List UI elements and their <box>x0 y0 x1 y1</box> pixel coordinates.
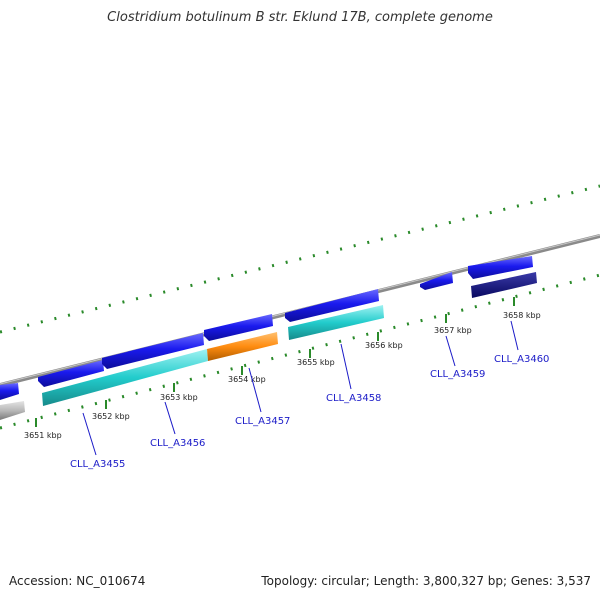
tick-label: 3655 kbp <box>297 358 335 367</box>
gene-label-cll-a3460[interactable]: CLL_A3460 <box>494 354 549 365</box>
gene-label-leaders <box>82 320 519 456</box>
cds-bar-cll-a3458[interactable] <box>288 305 384 340</box>
gene-arrow-cll-a3458[interactable] <box>285 289 379 322</box>
cds-bar-cll-a3457[interactable] <box>207 332 278 361</box>
gene-label-cll-a3458[interactable]: CLL_A3458 <box>326 393 381 404</box>
gene-label-cll-a3459[interactable]: CLL_A3459 <box>430 369 485 380</box>
map-title: Clostridium botulinum B str. Eklund 17B,… <box>107 10 493 25</box>
gene-arrow-cll-a3455[interactable] <box>38 360 104 387</box>
tick-label: 3654 kbp <box>228 375 266 384</box>
cds-bar-grey[interactable] <box>0 401 25 420</box>
tick-label: 3653 kbp <box>160 393 198 402</box>
tick-label: 3652 kbp <box>92 412 130 421</box>
cds-bar-cll-a3455[interactable] <box>42 349 208 406</box>
cds-bar-cll-a3460[interactable] <box>471 272 537 298</box>
gene-arrow-cll-a3460[interactable] <box>468 256 533 279</box>
gene-label-cll-a3457[interactable]: CLL_A3457 <box>235 416 290 427</box>
gene-label-cll-a3456[interactable]: CLL_A3456 <box>150 438 205 449</box>
accession-text: Accession: NC_010674 <box>9 574 146 588</box>
gene-arrow[interactable] <box>0 383 19 400</box>
gene-arrow-cll-a3459[interactable] <box>420 272 453 290</box>
tick-label: 3658 kbp <box>503 311 541 320</box>
tick-label: 3651 kbp <box>24 431 62 440</box>
tick-label: 3656 kbp <box>365 341 403 350</box>
lower-tick-track <box>0 273 600 430</box>
genome-summary-text: Topology: circular; Length: 3,800,327 bp… <box>261 574 591 588</box>
gene-arrow-cll-a3457[interactable] <box>204 314 273 341</box>
gene-arrow-cll-a3456[interactable] <box>102 333 204 369</box>
coordinate-ticks: 3651 kbp 3652 kbp 3653 kbp 3654 kbp 3655… <box>24 297 541 440</box>
tick-label: 3657 kbp <box>434 326 472 335</box>
upper-tick-track <box>0 184 600 334</box>
gene-label-cll-a3455[interactable]: CLL_A3455 <box>70 459 125 470</box>
